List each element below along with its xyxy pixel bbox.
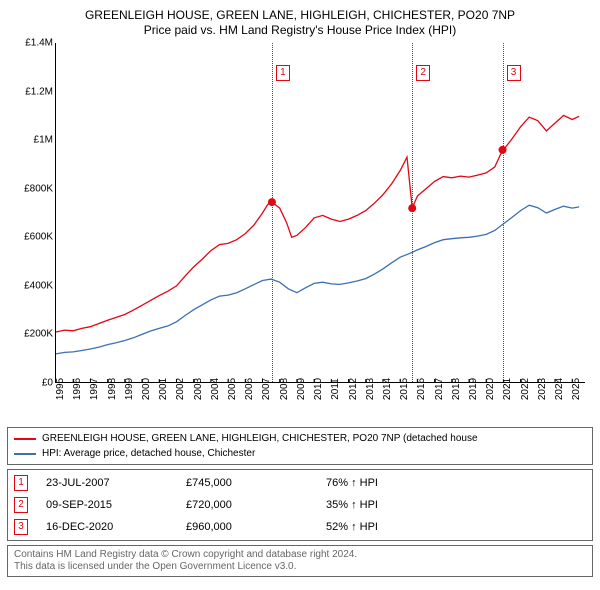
event-row: 3 16-DEC-2020£960,00052% ↑ HPI — [14, 516, 586, 538]
event-date: 23-JUL-2007 — [46, 477, 186, 489]
y-tick-label: £800K — [24, 183, 53, 194]
y-tick-label: £600K — [24, 232, 53, 243]
event-vline — [503, 43, 504, 382]
event-vline — [272, 43, 273, 382]
event-marker-box: 2 — [416, 65, 430, 81]
event-number-box: 1 — [14, 475, 28, 491]
y-tick-label: £1.4M — [25, 38, 53, 49]
event-row: 1 23-JUL-2007£745,00076% ↑ HPI — [14, 472, 586, 494]
footnote-line-2: This data is licensed under the Open Gov… — [14, 561, 586, 573]
y-tick-label: £400K — [24, 280, 53, 291]
event-number-box: 3 — [14, 519, 28, 535]
title-line-1: GREENLEIGH HOUSE, GREEN LANE, HIGHLEIGH,… — [6, 8, 594, 22]
event-hpi: 52% ↑ HPI — [326, 521, 586, 533]
event-hpi: 35% ↑ HPI — [326, 499, 586, 511]
event-marker-box: 3 — [507, 65, 521, 81]
title-line-2: Price paid vs. HM Land Registry's House … — [6, 23, 594, 37]
legend-row: HPI: Average price, detached house, Chic… — [14, 446, 586, 461]
y-tick-label: £200K — [24, 329, 53, 340]
y-axis: £0£200K£400K£600K£800K£1M£1.2M£1.4M — [7, 43, 55, 383]
event-row: 2 09-SEP-2015£720,00035% ↑ HPI — [14, 494, 586, 516]
series-hpi_blue — [56, 205, 579, 354]
chart-svg — [56, 43, 586, 383]
legend: GREENLEIGH HOUSE, GREEN LANE, HIGHLEIGH,… — [7, 427, 593, 465]
event-date: 09-SEP-2015 — [46, 499, 186, 511]
title-block: GREENLEIGH HOUSE, GREEN LANE, HIGHLEIGH,… — [6, 8, 594, 37]
event-vline — [412, 43, 413, 382]
plot-area: 1 2 3 — [55, 43, 585, 383]
event-hpi: 76% ↑ HPI — [326, 477, 586, 489]
event-price: £960,000 — [186, 521, 326, 533]
y-tick-label: £1M — [34, 135, 53, 146]
event-price: £745,000 — [186, 477, 326, 489]
x-tick-label: 2025 — [571, 378, 600, 400]
event-price: £720,000 — [186, 499, 326, 511]
events-table: 1 23-JUL-2007£745,00076% ↑ HPI 2 09-SEP-201… — [7, 469, 593, 541]
x-axis: 1995199619971998199920002001200220032004… — [55, 385, 585, 423]
footnote-line-1: Contains HM Land Registry data © Crown c… — [14, 549, 586, 561]
chart: £0£200K£400K£600K£800K£1M£1.2M£1.4M 123 … — [7, 43, 593, 423]
legend-label: HPI: Average price, detached house, Chic… — [42, 448, 255, 459]
footnote: Contains HM Land Registry data © Crown c… — [7, 545, 593, 577]
event-date: 16-DEC-2020 — [46, 521, 186, 533]
legend-swatch — [14, 453, 36, 455]
y-tick-label: £0 — [42, 378, 53, 389]
legend-swatch — [14, 438, 36, 440]
event-number-box: 2 — [14, 497, 28, 513]
legend-label: GREENLEIGH HOUSE, GREEN LANE, HIGHLEIGH,… — [42, 433, 478, 444]
y-tick-label: £1.2M — [25, 86, 53, 97]
legend-row: GREENLEIGH HOUSE, GREEN LANE, HIGHLEIGH,… — [14, 431, 586, 446]
event-marker-box: 1 — [276, 65, 290, 81]
